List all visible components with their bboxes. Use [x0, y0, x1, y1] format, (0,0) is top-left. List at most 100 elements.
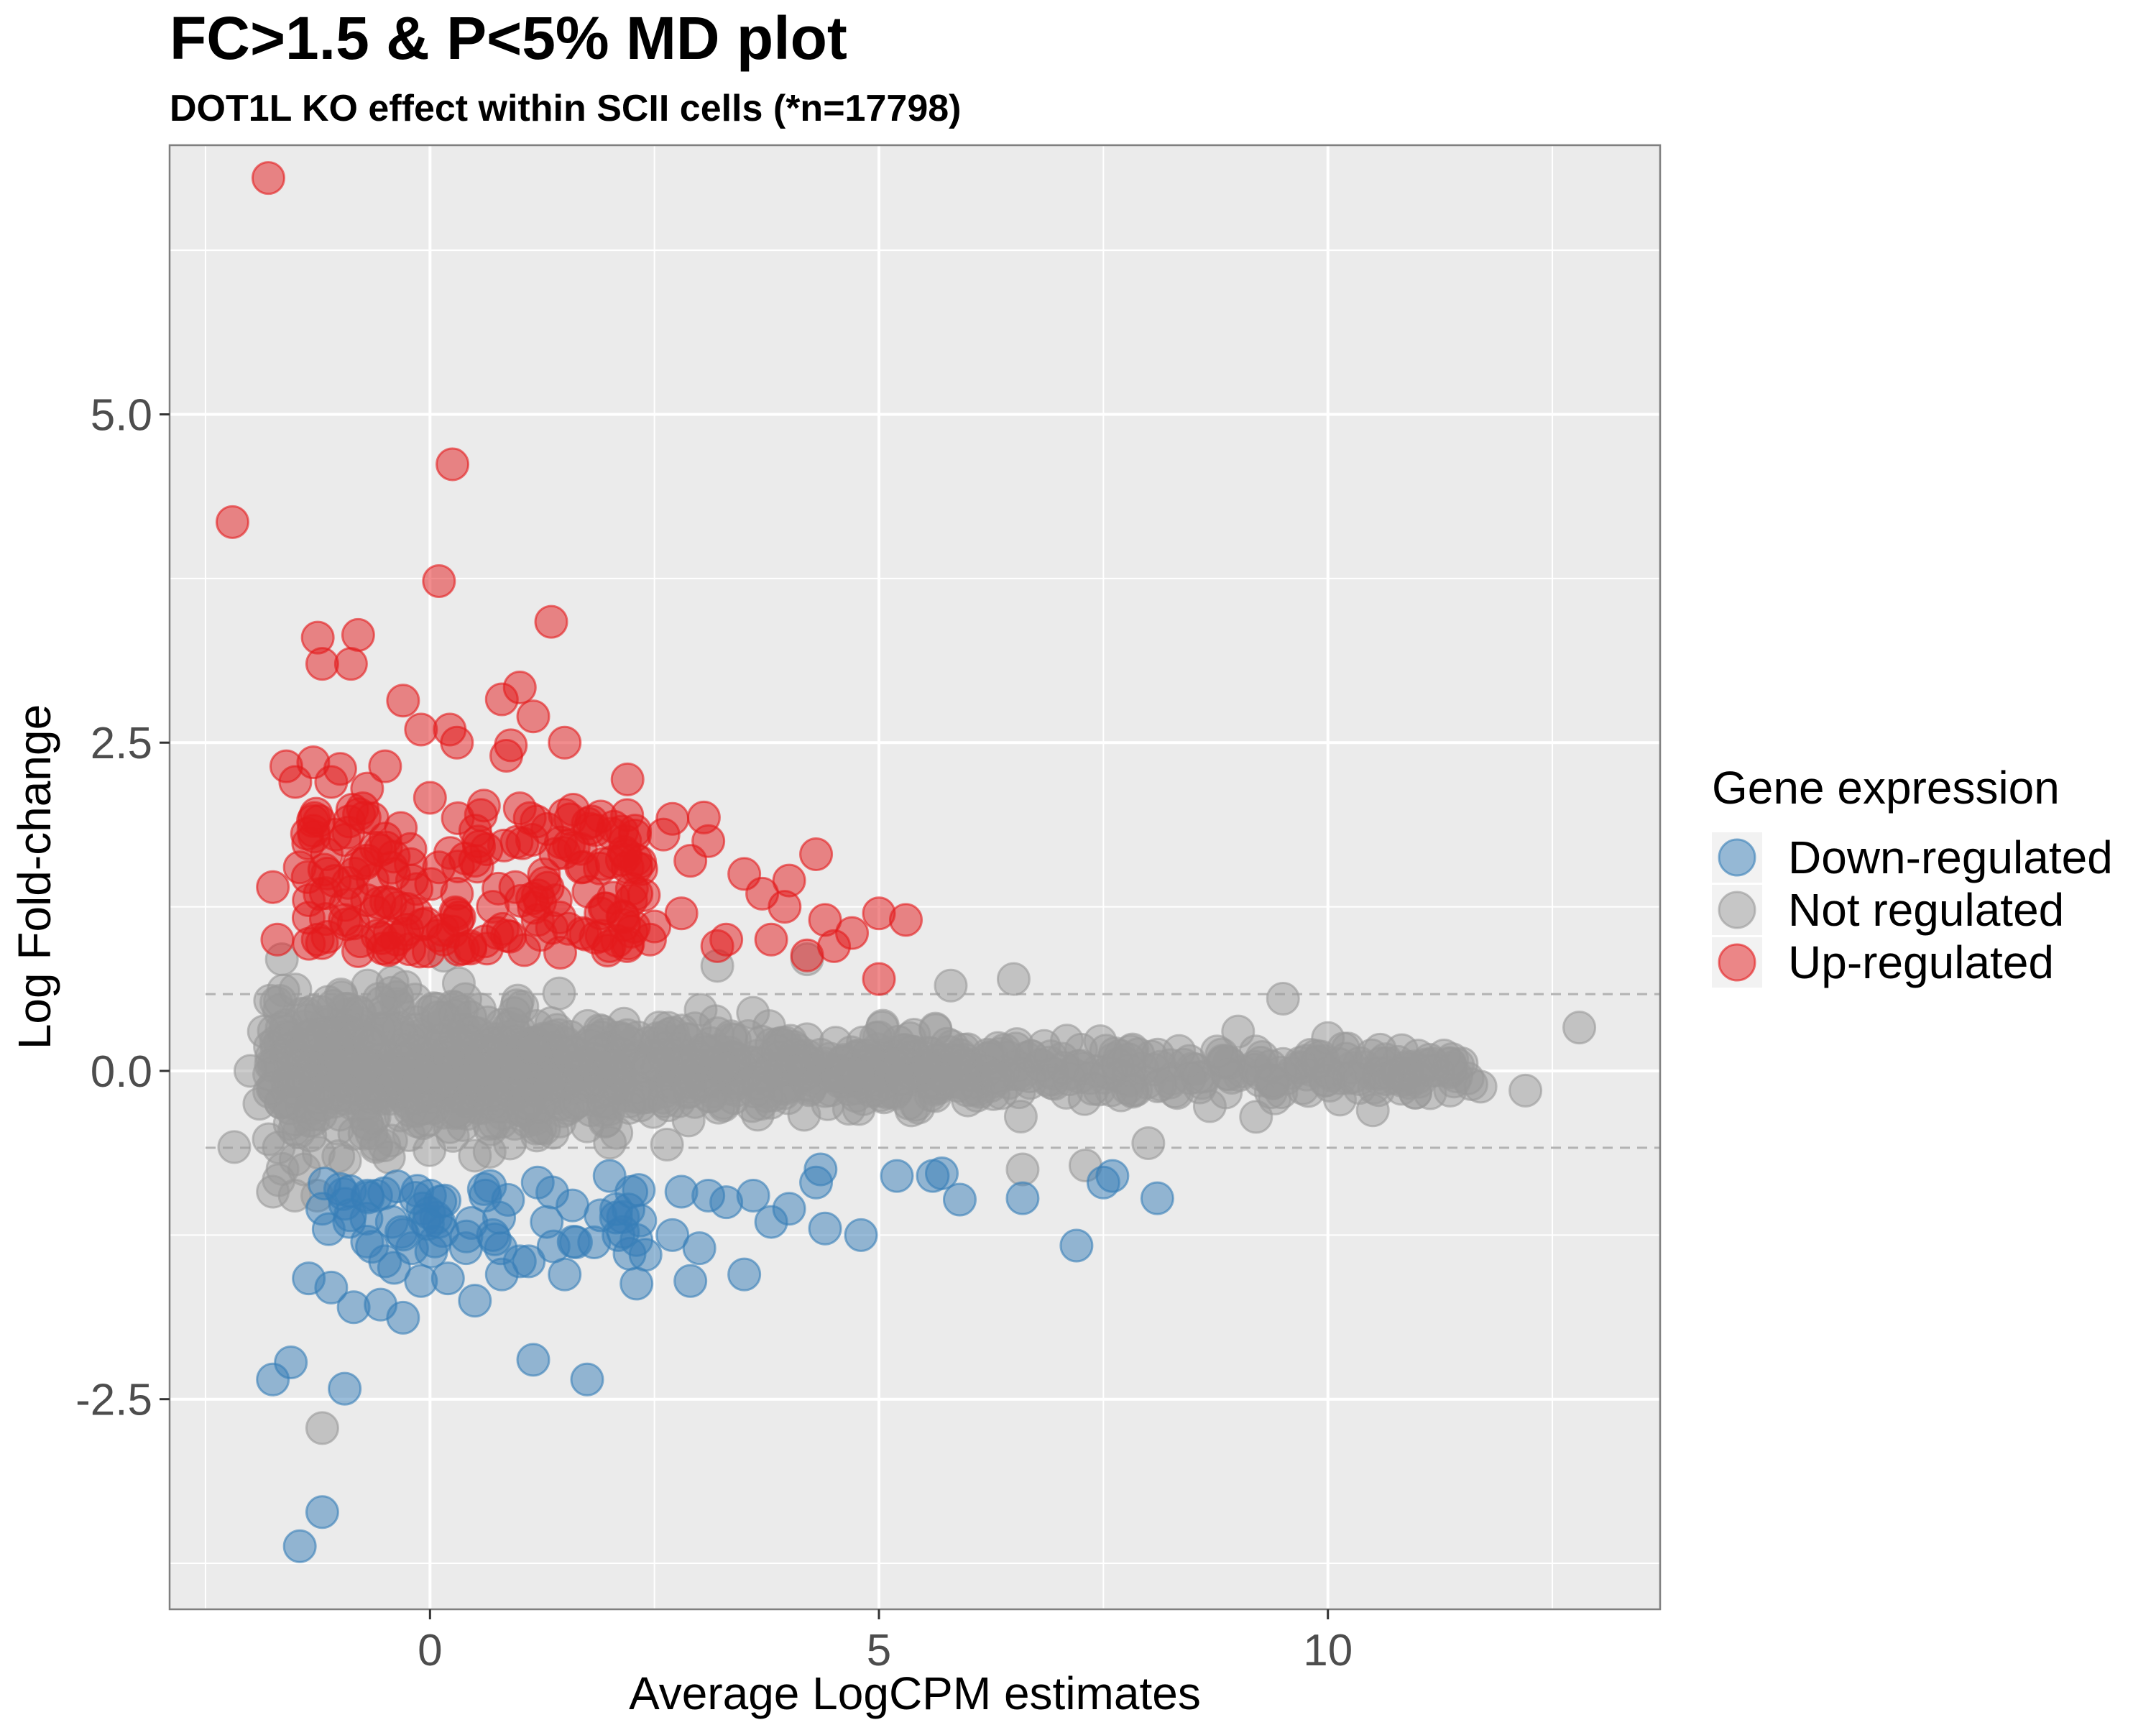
down-regulated-point	[619, 1266, 654, 1301]
not-regulated-point	[553, 1034, 588, 1069]
x-axis-label: Average LogCPM estimates	[629, 1668, 1201, 1719]
up-regulated-point	[314, 765, 349, 799]
down-regulated-point	[673, 1264, 708, 1298]
up-regulated-point	[646, 817, 681, 852]
up-regulated-point	[297, 819, 331, 854]
not-regulated-point	[372, 1140, 406, 1174]
down-regulated-point	[556, 1188, 590, 1223]
up-regulated-point	[489, 739, 524, 773]
up-regulated-point	[368, 749, 402, 783]
not-regulated-point	[277, 1063, 311, 1098]
down-regulated-point	[736, 1179, 770, 1213]
y-tick-label: 0.0	[91, 1047, 152, 1097]
not-regulated-point	[1104, 1078, 1138, 1113]
down-regulated-point	[305, 1495, 339, 1530]
y-axis: -2.5 0.0 2.5 5.0	[75, 391, 170, 1425]
not-regulated-point	[688, 1034, 722, 1069]
x-axis: 0 5 10	[418, 1609, 1353, 1675]
up-regulated-point	[889, 903, 923, 937]
down-regulated-point	[558, 1225, 593, 1259]
up-regulated-point	[768, 890, 802, 924]
legend-title: Gene expression	[1712, 762, 2060, 814]
down-regulated-point	[355, 1230, 390, 1264]
up-regulated-point	[664, 896, 699, 931]
not-regulated-point	[516, 1031, 550, 1066]
up-regulated-point	[343, 924, 377, 959]
not-regulated-point	[598, 1049, 632, 1084]
not-regulated-point	[542, 976, 576, 1011]
up-regulated-point	[566, 850, 601, 884]
up-regulated-point	[251, 161, 285, 196]
up-regulated-point	[305, 647, 339, 681]
down-regulated-point	[482, 1200, 517, 1235]
not-regulated-point	[262, 1130, 296, 1164]
not-regulated-point	[1143, 1067, 1178, 1102]
not-regulated-point	[1355, 1093, 1390, 1128]
not-regulated-point	[256, 1174, 290, 1209]
down-regulated-point	[691, 1179, 726, 1213]
up-regulated-point	[862, 962, 896, 996]
not-regulated-point	[278, 972, 313, 1007]
up-regulated-point	[393, 832, 428, 866]
up-regulated-point	[464, 798, 498, 832]
not-regulated-point	[750, 1058, 785, 1092]
up-regulated-point	[528, 866, 562, 901]
not-regulated-point	[1311, 1021, 1345, 1055]
legend-dot-not-regulated	[1718, 891, 1756, 929]
not-regulated-point	[1200, 1034, 1235, 1069]
not-regulated-point	[1266, 981, 1300, 1016]
legend-label-down-regulated: Down-regulated	[1788, 832, 2113, 883]
not-regulated-point	[1355, 1038, 1389, 1072]
plot-panel-border	[168, 144, 1662, 1611]
down-regulated-point	[333, 1198, 367, 1233]
down-regulated-point	[282, 1529, 317, 1563]
up-regulated-point	[618, 814, 653, 848]
not-regulated-point	[1033, 1039, 1068, 1074]
up-regulated-point	[337, 856, 372, 891]
up-regulated-point	[673, 844, 708, 878]
up-regulated-point	[341, 617, 375, 652]
not-regulated-point	[242, 1087, 277, 1121]
down-regulated-point	[314, 1270, 349, 1305]
down-regulated-point	[548, 1257, 582, 1292]
legend-label-not-regulated: Not regulated	[1788, 884, 2064, 936]
not-regulated-point	[1083, 1024, 1118, 1059]
down-regulated-point	[570, 1362, 604, 1397]
not-regulated-point	[665, 1013, 699, 1048]
up-regulated-point	[754, 922, 788, 957]
down-regulated-point	[803, 1152, 838, 1187]
not-regulated-point	[247, 1014, 281, 1049]
not-regulated-point	[520, 1118, 554, 1153]
up-regulated-point	[278, 765, 313, 799]
not-regulated-point	[1508, 1073, 1543, 1108]
legend: Gene expression Down-regulated Not regul…	[1712, 762, 2113, 988]
legend-dot-up-regulated	[1718, 943, 1756, 982]
up-regulated-point	[303, 877, 337, 911]
not-regulated-point	[773, 1024, 808, 1058]
up-regulated-point	[790, 938, 824, 972]
down-regulated-point	[328, 1371, 362, 1406]
down-regulated-point	[1095, 1159, 1130, 1193]
down-regulated-point	[1140, 1181, 1174, 1215]
not-regulated-point	[466, 1052, 501, 1087]
down-regulated-point	[386, 1218, 420, 1252]
up-regulated-point	[440, 725, 474, 760]
up-regulated-point	[504, 883, 538, 918]
down-regulated-point	[274, 1346, 308, 1380]
not-regulated-point	[928, 1062, 962, 1097]
up-regulated-point	[623, 845, 658, 879]
down-regulated-point	[1059, 1228, 1094, 1263]
up-regulated-point	[404, 712, 438, 747]
not-regulated-point	[382, 1011, 416, 1046]
up-regulated-point	[413, 781, 447, 815]
not-regulated-point	[1401, 1060, 1435, 1095]
not-regulated-point	[233, 1054, 267, 1088]
not-regulated-point	[311, 985, 346, 1019]
not-regulated-point	[477, 1105, 512, 1140]
up-regulated-point	[347, 800, 382, 834]
down-regulated-point	[1005, 1181, 1040, 1215]
not-regulated-point	[1112, 1042, 1146, 1077]
not-regulated-point	[438, 1020, 473, 1054]
not-regulated-point	[1005, 1152, 1040, 1187]
